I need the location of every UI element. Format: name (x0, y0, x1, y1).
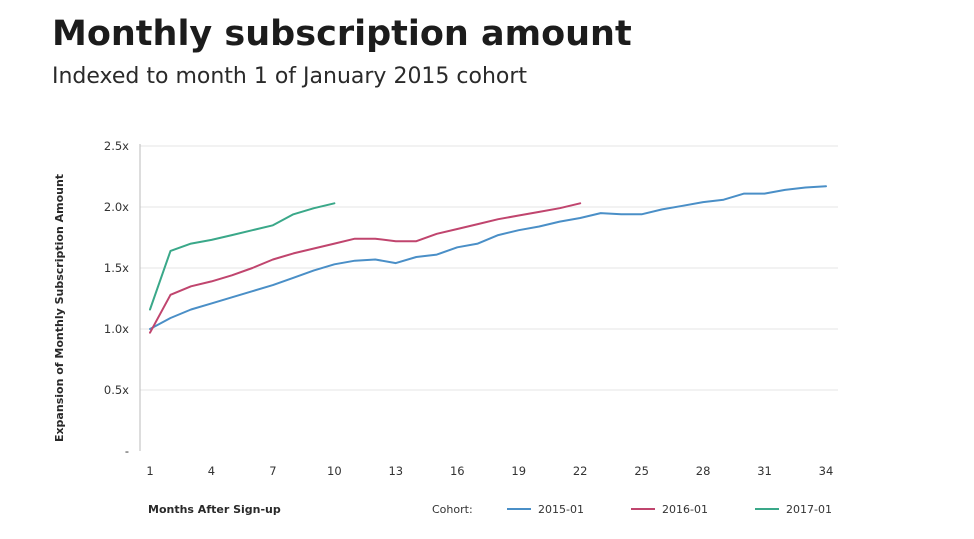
y-tick-label: 1.5x (104, 261, 129, 275)
y-tick-label: 1.0x (104, 322, 129, 336)
x-tick-label: 34 (819, 464, 834, 478)
x-tick-label: 22 (573, 464, 588, 478)
series-line-2017-01 (149, 202, 336, 311)
x-tick-label: 28 (696, 464, 711, 478)
legend-label-2015-01: 2015-01 (538, 503, 584, 516)
y-tick-label: 2.5x (104, 139, 129, 153)
x-tick-label: 31 (757, 464, 772, 478)
chart-subtitle: Indexed to month 1 of January 2015 cohor… (52, 64, 528, 89)
series-lines (149, 185, 827, 334)
x-tick-label: 25 (634, 464, 649, 478)
legend: Cohort: 2015-01 2016-01 2017-01 (432, 503, 832, 516)
x-tick-label: 16 (450, 464, 465, 478)
series-line-2015-01 (149, 185, 827, 330)
legend-label-2017-01: 2017-01 (786, 503, 832, 516)
x-tick-label: 7 (269, 464, 276, 478)
x-tick-label: 1 (146, 464, 153, 478)
y-tick-label: 0.5x (104, 383, 129, 397)
legend-label-2016-01: 2016-01 (662, 503, 708, 516)
y-tick-label: - (125, 444, 129, 458)
y-tick-label: 2.0x (104, 200, 129, 214)
series-line-2016-01 (149, 202, 582, 334)
legend-title: Cohort: (432, 503, 473, 516)
x-tick-label: 4 (208, 464, 215, 478)
x-tick-label: 13 (388, 464, 403, 478)
x-tick-label: 19 (511, 464, 526, 478)
x-tick-label: 10 (327, 464, 342, 478)
tick-labels: - 0.5x 1.0x 1.5x 2.0x 2.5x 1 4 7 10 13 16 19 22 25 28 31… (104, 139, 833, 478)
y-axis-title: Expansion of Monthly Subscription Amount (53, 174, 66, 442)
x-axis-title: Months After Sign-up (148, 503, 281, 516)
grid (140, 145, 838, 391)
chart-title: Monthly subscription amount (52, 14, 632, 54)
